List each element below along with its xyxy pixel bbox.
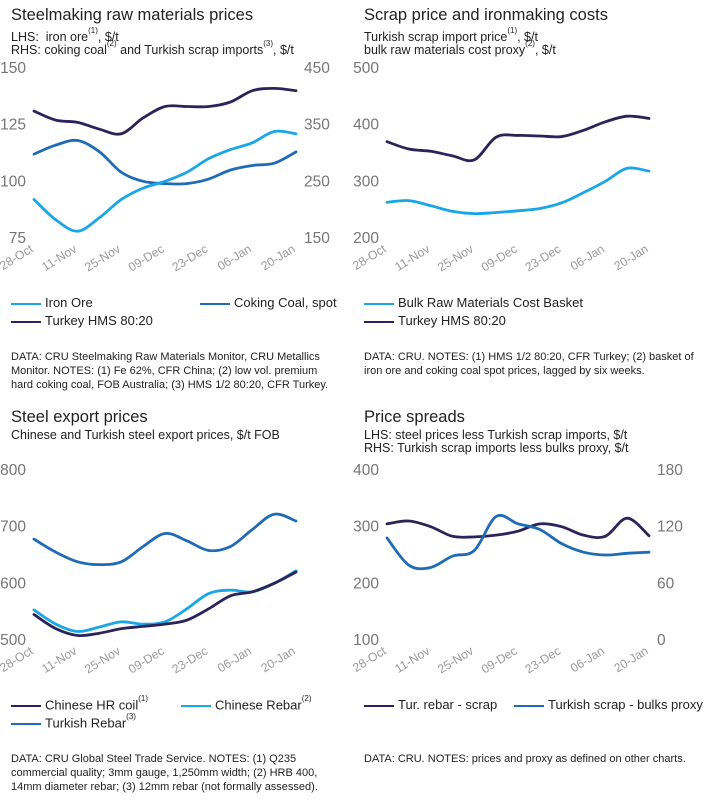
svg-text:20-Jan: 20-Jan [612, 242, 651, 274]
svg-text:11-Nov: 11-Nov [392, 643, 433, 676]
svg-text:09-Dec: 09-Dec [126, 242, 167, 275]
svg-text:11-Nov: 11-Nov [39, 643, 80, 676]
svg-text:06-Jan: 06-Jan [215, 242, 254, 274]
svg-text:25-Nov: 25-Nov [435, 643, 477, 676]
svg-text:20-Jan: 20-Jan [259, 242, 298, 274]
svg-text:300: 300 [353, 519, 379, 536]
svg-text:125: 125 [0, 117, 26, 134]
svg-text:500: 500 [353, 62, 379, 77]
svg-text:23-Dec: 23-Dec [170, 644, 211, 677]
svg-text:25-Nov: 25-Nov [435, 241, 477, 274]
svg-text:180: 180 [657, 464, 683, 479]
svg-text:300: 300 [353, 173, 379, 190]
svg-text:200: 200 [353, 575, 379, 592]
svg-text:25-Nov: 25-Nov [82, 643, 124, 676]
svg-text:09-Dec: 09-Dec [479, 644, 520, 677]
svg-text:700: 700 [0, 519, 26, 536]
svg-text:250: 250 [304, 173, 330, 190]
svg-text:23-Dec: 23-Dec [523, 644, 564, 677]
svg-text:120: 120 [657, 519, 683, 536]
svg-text:400: 400 [353, 464, 379, 479]
svg-text:150: 150 [304, 230, 330, 247]
svg-text:400: 400 [353, 117, 379, 134]
svg-text:06-Jan: 06-Jan [568, 242, 607, 274]
svg-text:100: 100 [0, 173, 26, 190]
svg-text:20-Jan: 20-Jan [259, 644, 298, 676]
svg-text:350: 350 [304, 117, 330, 134]
svg-text:23-Dec: 23-Dec [170, 242, 211, 275]
svg-text:23-Dec: 23-Dec [523, 242, 564, 275]
svg-text:600: 600 [0, 575, 26, 592]
svg-text:20-Jan: 20-Jan [612, 644, 651, 676]
svg-text:06-Jan: 06-Jan [215, 644, 254, 676]
svg-text:11-Nov: 11-Nov [39, 241, 80, 274]
svg-text:09-Dec: 09-Dec [126, 644, 167, 677]
svg-text:150: 150 [0, 62, 26, 77]
svg-text:06-Jan: 06-Jan [568, 644, 607, 676]
svg-text:0: 0 [657, 632, 666, 649]
svg-text:450: 450 [304, 62, 330, 77]
svg-text:60: 60 [657, 575, 675, 592]
svg-text:09-Dec: 09-Dec [479, 242, 520, 275]
svg-text:25-Nov: 25-Nov [82, 241, 124, 274]
svg-text:800: 800 [0, 464, 26, 479]
svg-text:11-Nov: 11-Nov [392, 241, 433, 274]
